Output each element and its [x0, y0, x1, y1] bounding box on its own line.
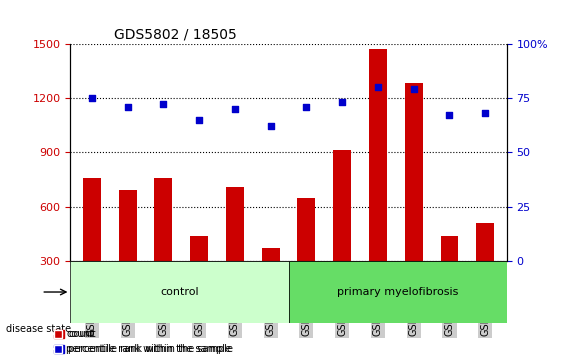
Bar — [405, 82, 423, 315]
Legend: count, percentile rank within the sample: count, percentile rank within the sample — [50, 326, 237, 358]
Bar — [333, 150, 351, 315]
FancyBboxPatch shape — [70, 261, 289, 323]
Bar — [83, 178, 101, 315]
Point — [302, 104, 311, 110]
Point — [373, 84, 382, 90]
Text: primary myelofibrosis: primary myelofibrosis — [337, 287, 458, 297]
Bar — [226, 187, 244, 315]
FancyBboxPatch shape — [289, 261, 507, 323]
Bar — [440, 236, 458, 315]
Bar — [297, 199, 315, 315]
Point — [338, 99, 347, 105]
Bar — [119, 190, 137, 315]
Bar — [190, 236, 208, 315]
Bar — [262, 248, 280, 315]
Point — [481, 110, 490, 116]
Bar — [154, 178, 172, 315]
Bar — [476, 223, 494, 315]
Point — [445, 113, 454, 118]
Point — [230, 106, 239, 112]
Point — [266, 123, 275, 129]
Text: disease state: disease state — [6, 323, 71, 334]
Point — [159, 102, 168, 107]
Point — [195, 117, 204, 123]
Legend: count, percentile rank within the sample: count, percentile rank within the sample — [50, 326, 235, 358]
Point — [123, 104, 132, 110]
Point — [409, 86, 418, 92]
Point — [87, 95, 96, 101]
Text: control: control — [160, 287, 199, 297]
Text: GDS5802 / 18505: GDS5802 / 18505 — [114, 27, 237, 41]
Bar — [369, 49, 387, 315]
